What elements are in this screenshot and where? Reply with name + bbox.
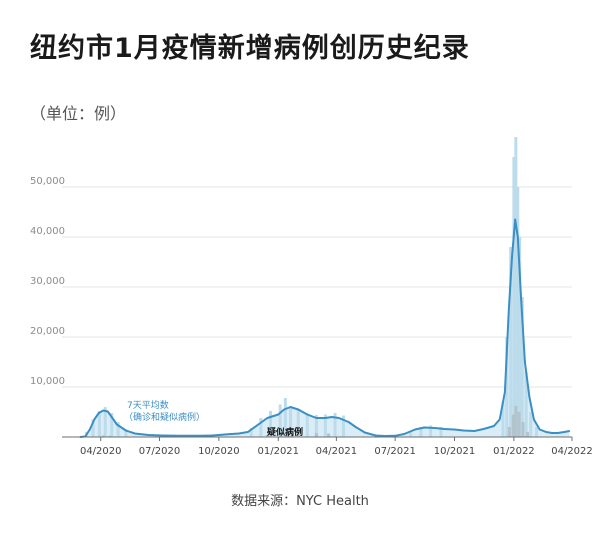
- probable-annotation: 疑似病例: [267, 426, 303, 438]
- avg-line-point: [227, 433, 229, 436]
- avg-line-point: [116, 423, 118, 426]
- x-tick-label: 04/2020: [80, 446, 122, 457]
- avg-line-point: [88, 428, 91, 431]
- y-tick-label: 40,000: [30, 226, 65, 237]
- avg-line-point: [289, 406, 292, 408]
- avg-line-point: [511, 256, 513, 258]
- avg-line-point: [507, 311, 510, 313]
- x-tick-label: 10/2021: [434, 446, 476, 457]
- avg-line-point: [563, 431, 566, 433]
- avg-line-point: [556, 432, 559, 434]
- avg-line-point: [247, 431, 249, 433]
- avg-line-point: [324, 417, 327, 419]
- avg-line-point: [493, 425, 495, 427]
- avg-line-point: [482, 428, 485, 430]
- avg-line-point: [198, 434, 201, 437]
- y-tick-label: 10,000: [30, 376, 65, 387]
- avg-line-point: [315, 417, 318, 419]
- avg-line-point: [97, 412, 100, 414]
- avg-line-point: [462, 429, 465, 432]
- avg-line-point: [218, 434, 220, 436]
- x-tick-label: 01/2021: [257, 446, 299, 457]
- avg-line-point: [363, 431, 366, 434]
- avg-line-point: [374, 434, 377, 437]
- x-tick-label: 01/2022: [493, 446, 535, 457]
- avg-annotation-sub: （确诊和疑似病例）: [124, 411, 205, 423]
- x-tick-label: 07/2020: [139, 446, 181, 457]
- avg-line-point: [443, 428, 445, 430]
- x-tick-label: 04/2021: [316, 446, 358, 457]
- avg-line-point: [306, 413, 309, 416]
- x-tick-label: 07/2021: [374, 446, 416, 457]
- avg-line-point: [533, 418, 535, 421]
- avg-line-point: [111, 417, 114, 419]
- avg-line-point: [545, 431, 547, 433]
- avg-line-point: [102, 409, 105, 412]
- avg-line-point: [210, 434, 213, 437]
- avg-line-point: [161, 434, 163, 437]
- avg-line-point: [297, 408, 300, 411]
- x-tick-label: 10/2020: [198, 446, 240, 457]
- avg-line-point: [354, 426, 357, 428]
- avg-line-point: [125, 429, 127, 432]
- avg-line-point: [414, 428, 416, 431]
- y-tick-label: 20,000: [30, 326, 65, 337]
- avg-line-point: [520, 296, 522, 298]
- source-note: 数据来源：NYC Health: [231, 494, 369, 509]
- avg-line-point: [277, 413, 280, 416]
- x-tick-label: 04/2022: [551, 446, 593, 457]
- y-unit-label: （单位：例）: [30, 104, 127, 123]
- avg-line-point: [434, 427, 436, 429]
- avg-line-point: [338, 417, 340, 419]
- avg-area: [80, 219, 570, 437]
- avg-line-point: [498, 418, 501, 421]
- avg-line-point: [504, 391, 506, 393]
- avg-line-point: [516, 236, 519, 238]
- avg-line-point: [538, 428, 541, 431]
- avg-line-point: [93, 418, 96, 421]
- avg-line-point: [257, 423, 260, 426]
- avg-line-point: [423, 426, 425, 429]
- avg-line-point: [331, 416, 333, 418]
- avg-line-point: [524, 361, 526, 363]
- avg-line-point: [514, 218, 516, 221]
- avg-line-point: [473, 430, 476, 432]
- avg-line-point: [453, 428, 456, 431]
- avg-line-point: [266, 417, 269, 419]
- avg-line-point: [283, 408, 285, 411]
- avg-line-point: [394, 434, 396, 437]
- avg-line-point: [134, 432, 136, 435]
- avg-line-point: [568, 430, 571, 432]
- avg-line-point: [528, 396, 531, 398]
- chart-title: 纽约市1月疫情新增病例创历史纪录: [30, 33, 470, 64]
- avg-line-point: [347, 421, 350, 423]
- y-tick-label: 30,000: [30, 276, 65, 287]
- y-tick-label: 50,000: [30, 176, 65, 187]
- avg-line-point: [178, 434, 181, 437]
- avg-line-point: [383, 435, 386, 437]
- avg-line-point: [238, 432, 240, 435]
- avg-annotation: 7天平均数: [127, 399, 169, 411]
- avg-line-point: [107, 410, 109, 413]
- avg-line-point: [147, 434, 150, 436]
- avg-line-point: [403, 433, 405, 435]
- avg-line-point: [551, 432, 553, 434]
